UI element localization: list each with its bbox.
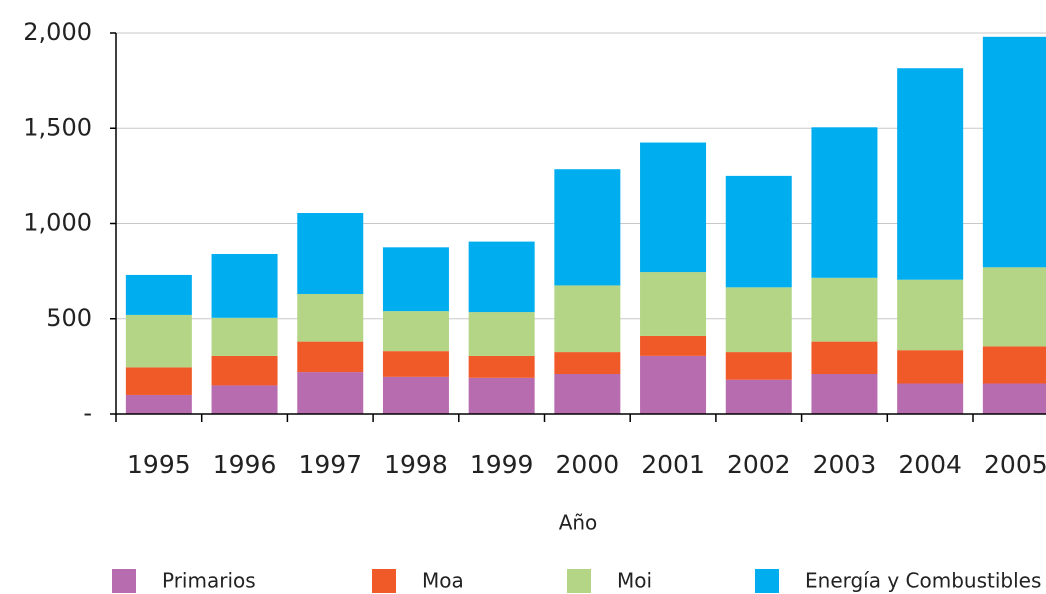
legend-label: Energía y Combustibles — [805, 569, 1041, 593]
x-tick-label: 1996 — [213, 450, 277, 479]
bar-segment — [897, 383, 964, 414]
x-tick-label: 2002 — [727, 450, 791, 479]
bar-segment — [211, 253, 278, 318]
bar-segment — [811, 277, 878, 342]
bar-segment — [297, 293, 364, 342]
legend-swatch — [112, 569, 136, 593]
bar-segment — [125, 367, 192, 395]
x-tick-label: 1995 — [127, 450, 191, 479]
x-tick-label: 2000 — [556, 450, 620, 479]
bar-segment — [640, 142, 707, 273]
bar-segment — [640, 272, 707, 336]
bar-segment — [982, 383, 1046, 414]
bar-segment — [468, 312, 535, 356]
legend-swatch — [567, 569, 591, 593]
bar-segment — [982, 346, 1046, 384]
bar-segment — [382, 311, 449, 352]
bar-segment — [982, 267, 1046, 347]
y-tick-label: 1,000 — [23, 209, 92, 237]
x-axis-label: Año — [559, 511, 598, 535]
bar-segment — [811, 341, 878, 374]
y-tick-label: 500 — [46, 304, 92, 332]
bar-segment — [211, 385, 278, 414]
bar-segment — [297, 341, 364, 373]
x-tick-label: 2001 — [641, 450, 705, 479]
bar-segment — [725, 352, 792, 380]
bar-segment — [468, 377, 535, 414]
x-tick-label: 1997 — [298, 450, 362, 479]
bar-segment — [554, 352, 621, 374]
x-tick-label: 2005 — [984, 450, 1046, 479]
bar-segment — [897, 68, 964, 280]
legend-swatch — [755, 569, 779, 593]
legend-label: Moa — [422, 569, 464, 593]
bar-segment — [211, 355, 278, 386]
bar-segment — [125, 394, 192, 414]
bar-segment — [382, 351, 449, 377]
bar-segment — [125, 274, 192, 315]
y-tick-label: 1,500 — [23, 113, 92, 141]
y-tick-label: 2,000 — [23, 18, 92, 46]
legend-swatch — [372, 569, 396, 593]
y-tick-label: - — [83, 399, 92, 427]
x-tick-label: 2004 — [898, 450, 962, 479]
bar-segment — [897, 279, 964, 351]
x-tick-label: 1998 — [384, 450, 448, 479]
bar-segment — [725, 287, 792, 353]
legend-label: Primarios — [162, 569, 256, 593]
bar-segment — [211, 317, 278, 356]
bar-segment — [811, 127, 878, 278]
bar-segment — [982, 36, 1046, 268]
x-tick-label: 2003 — [813, 450, 877, 479]
x-tick-label: 1999 — [470, 450, 534, 479]
bar-segment — [297, 213, 364, 294]
bar-segment — [554, 373, 621, 414]
bar-segment — [468, 355, 535, 378]
bar-segment — [382, 247, 449, 312]
bar-segment — [382, 376, 449, 414]
bar-segment — [125, 314, 192, 368]
bar-segment — [811, 373, 878, 414]
bar-segment — [725, 379, 792, 414]
bar-segment — [897, 350, 964, 384]
legend-label: Moi — [617, 569, 652, 593]
bar-segment — [640, 355, 707, 414]
bar-segment — [725, 175, 792, 288]
bar-segment — [554, 169, 621, 286]
bar-segment — [468, 241, 535, 313]
bar-segment — [554, 285, 621, 353]
bar-segment — [297, 372, 364, 414]
bar-segment — [640, 335, 707, 356]
